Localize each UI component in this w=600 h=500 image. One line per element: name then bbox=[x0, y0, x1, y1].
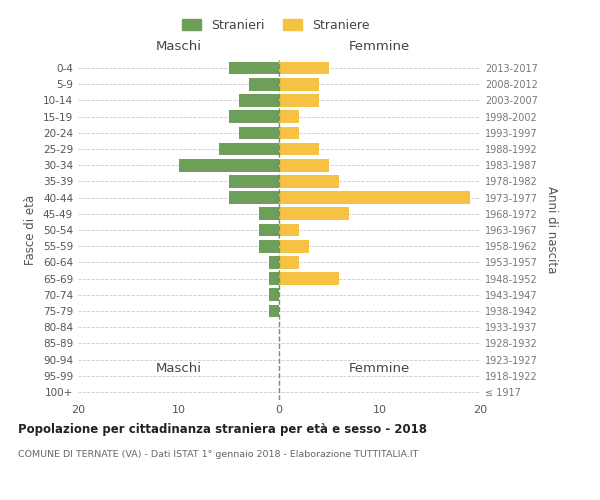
Bar bbox=[279, 192, 470, 204]
Bar bbox=[279, 78, 319, 90]
Bar bbox=[229, 192, 279, 204]
Bar bbox=[179, 159, 279, 172]
Bar bbox=[239, 126, 279, 139]
Bar bbox=[279, 272, 340, 285]
Text: COMUNE DI TERNATE (VA) - Dati ISTAT 1° gennaio 2018 - Elaborazione TUTTITALIA.IT: COMUNE DI TERNATE (VA) - Dati ISTAT 1° g… bbox=[18, 450, 418, 459]
Y-axis label: Anni di nascita: Anni di nascita bbox=[545, 186, 557, 274]
Bar bbox=[279, 224, 299, 236]
Bar bbox=[279, 62, 329, 74]
Bar bbox=[279, 142, 319, 156]
Bar bbox=[229, 175, 279, 188]
Bar bbox=[259, 240, 279, 252]
Bar bbox=[229, 110, 279, 123]
Bar bbox=[269, 288, 279, 301]
Bar bbox=[279, 175, 340, 188]
Bar bbox=[249, 78, 279, 90]
Text: Femmine: Femmine bbox=[349, 40, 410, 53]
Text: Maschi: Maschi bbox=[155, 40, 202, 53]
Y-axis label: Fasce di età: Fasce di età bbox=[25, 195, 37, 265]
Bar bbox=[279, 94, 319, 107]
Bar bbox=[279, 256, 299, 268]
Text: Maschi: Maschi bbox=[155, 362, 202, 376]
Bar bbox=[269, 304, 279, 318]
Bar bbox=[218, 142, 279, 156]
Bar bbox=[279, 208, 349, 220]
Text: Femmine: Femmine bbox=[349, 362, 410, 376]
Bar bbox=[259, 224, 279, 236]
Bar bbox=[269, 272, 279, 285]
Bar bbox=[279, 240, 309, 252]
Bar bbox=[229, 62, 279, 74]
Text: Popolazione per cittadinanza straniera per età e sesso - 2018: Popolazione per cittadinanza straniera p… bbox=[18, 422, 427, 436]
Bar bbox=[279, 110, 299, 123]
Bar bbox=[259, 208, 279, 220]
Legend: Stranieri, Straniere: Stranieri, Straniere bbox=[178, 14, 374, 37]
Bar bbox=[279, 159, 329, 172]
Bar bbox=[269, 256, 279, 268]
Bar bbox=[279, 126, 299, 139]
Bar bbox=[239, 94, 279, 107]
